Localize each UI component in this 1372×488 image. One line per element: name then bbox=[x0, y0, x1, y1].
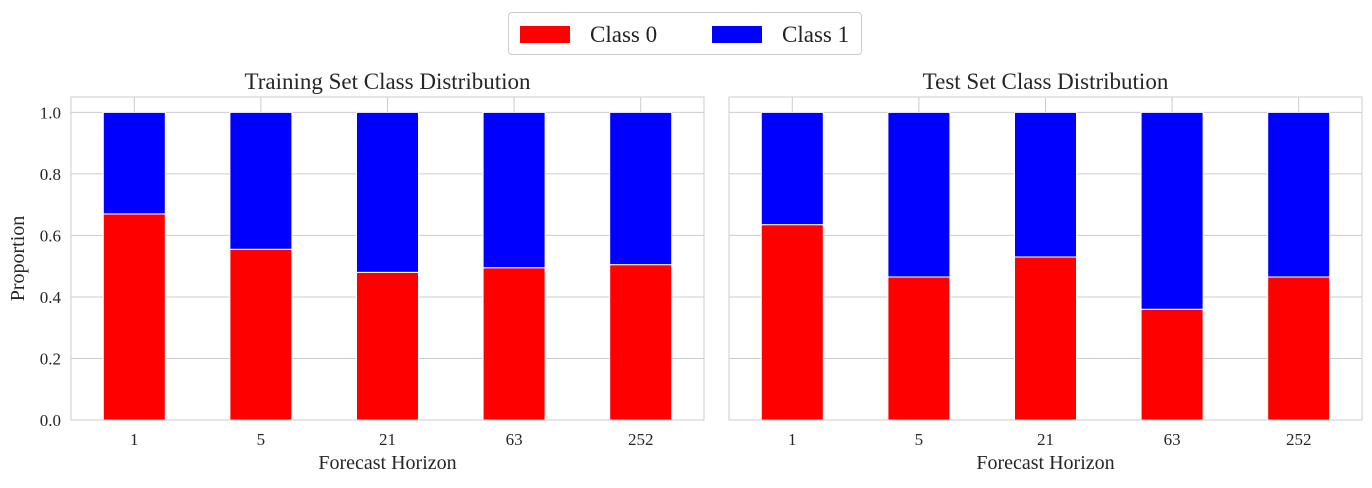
bar-class-0-horizon-21 bbox=[1014, 256, 1077, 421]
x-tick-label: 1 bbox=[130, 430, 139, 449]
x-axis-label: Forecast Horizon bbox=[976, 452, 1114, 474]
chart-title: Training Set Class Distribution bbox=[244, 69, 531, 94]
bar-class-0-horizon-63 bbox=[482, 267, 546, 421]
bar-class-0-horizon-5 bbox=[887, 276, 951, 421]
panel-1: 0.0 0.2 0.4 0.6 0.8 1.0 1 5 21 63 252 Training Set … bbox=[7, 69, 705, 474]
bar-class-1-horizon-63 bbox=[482, 111, 546, 269]
bar-class-0-horizon-1 bbox=[760, 224, 824, 421]
y-tick-label: 0.6 bbox=[40, 226, 61, 245]
x-tick-label: 21 bbox=[1037, 430, 1054, 449]
bar-class-1-horizon-21 bbox=[1014, 111, 1077, 258]
x-tick-label: 252 bbox=[1286, 430, 1312, 449]
x-tick-label: 252 bbox=[628, 430, 654, 449]
x-tick-label: 1 bbox=[788, 430, 797, 449]
bar-class-0-horizon-1 bbox=[102, 213, 166, 421]
bar-class-1-horizon-5 bbox=[887, 111, 951, 278]
bar-class-0-horizon-63 bbox=[1140, 308, 1204, 421]
x-tick-label: 63 bbox=[1164, 430, 1181, 449]
y-tick-label: 0.0 bbox=[40, 411, 61, 430]
x-tick-label: 5 bbox=[915, 430, 924, 449]
bar-class-0-horizon-252 bbox=[609, 264, 673, 421]
x-tick-label: 5 bbox=[257, 430, 266, 449]
bar-class-1-horizon-1 bbox=[760, 111, 824, 226]
plot-frame bbox=[728, 96, 1363, 421]
bar-class-1-horizon-252 bbox=[609, 111, 673, 266]
legend-swatch-class-1 bbox=[712, 26, 762, 43]
legend: Class 0 Class 1 bbox=[508, 12, 862, 55]
bar-class-1-horizon-252 bbox=[1267, 111, 1331, 278]
bar-class-0-horizon-252 bbox=[1267, 276, 1331, 421]
bar-class-1-horizon-1 bbox=[102, 111, 166, 215]
bar-class-1-horizon-63 bbox=[1140, 111, 1204, 310]
y-axis-label: Proportion bbox=[7, 216, 29, 302]
y-tick-label: 1.0 bbox=[40, 103, 61, 122]
legend-swatch-class-0 bbox=[520, 26, 570, 43]
y-tick-label: 0.8 bbox=[40, 165, 61, 184]
chart-title: Test Set Class Distribution bbox=[923, 69, 1169, 94]
bar-class-0-horizon-5 bbox=[229, 248, 293, 421]
y-tick-label: 0.4 bbox=[40, 288, 62, 307]
legend-item-class-1: Class 1 bbox=[712, 13, 849, 56]
panel-2: 1 5 21 63 252 Test Set Class Distribution Fore… bbox=[728, 69, 1363, 474]
legend-item-class-0: Class 0 bbox=[520, 13, 657, 56]
x-axis-label: Forecast Horizon bbox=[318, 452, 456, 474]
bar-class-1-horizon-21 bbox=[356, 111, 419, 273]
x-tick-label: 21 bbox=[379, 430, 396, 449]
bar-class-0-horizon-21 bbox=[356, 271, 419, 421]
y-tick-label: 0.2 bbox=[40, 349, 61, 368]
plot-frame bbox=[70, 96, 705, 421]
bar-class-1-horizon-5 bbox=[229, 111, 293, 250]
x-tick-label: 63 bbox=[506, 430, 523, 449]
legend-label-class-0: Class 0 bbox=[590, 21, 658, 47]
legend-label-class-1: Class 1 bbox=[782, 21, 850, 47]
